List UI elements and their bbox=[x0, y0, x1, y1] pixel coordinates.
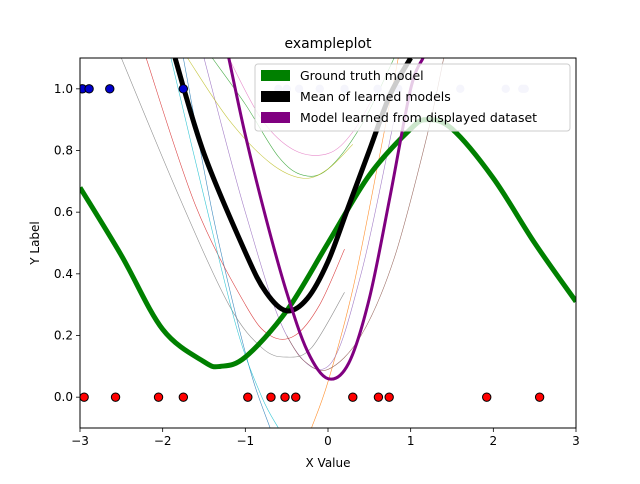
training-point-class-0 bbox=[291, 392, 301, 402]
training-point-class-0 bbox=[373, 392, 384, 402]
displayed-model-line bbox=[227, 58, 425, 381]
y-tick-label: 1.0 bbox=[54, 82, 73, 96]
y-tick-label: 0.6 bbox=[54, 205, 73, 219]
legend-label-displayed: Model learned from displayed dataset bbox=[300, 110, 537, 125]
y-tick-label: 0.0 bbox=[54, 390, 73, 404]
y-tick-label: 0.8 bbox=[54, 144, 73, 158]
learned-model-line-6 bbox=[286, 58, 445, 371]
training-point-class-0 bbox=[178, 392, 189, 402]
y-axis-ticks: 0.0 0.2 0.4 0.6 0.8 1.0 bbox=[54, 82, 80, 404]
x-axis-ticks: −3 −2 −1 0 1 2 3 bbox=[71, 428, 580, 448]
learned-model-line-4 bbox=[145, 58, 345, 340]
training-point-class-0 bbox=[153, 392, 164, 402]
legend-label-ground-truth: Ground truth model bbox=[300, 68, 424, 83]
main-series-layer bbox=[80, 58, 576, 381]
x-tick-label: 3 bbox=[572, 434, 580, 448]
legend-swatch-ground-truth bbox=[261, 70, 290, 81]
x-tick-label: 1 bbox=[407, 434, 415, 448]
legend: Ground truth model Mean of learned model… bbox=[254, 63, 571, 132]
training-point-class-0 bbox=[280, 392, 290, 402]
x-tick-label: 0 bbox=[324, 434, 332, 448]
training-point-class-1 bbox=[178, 84, 189, 94]
training-point-class-1 bbox=[105, 84, 115, 94]
legend-box bbox=[254, 63, 571, 132]
training-point-class-0 bbox=[110, 392, 121, 402]
training-point-class-0 bbox=[348, 392, 358, 402]
learned-model-line-10 bbox=[170, 58, 279, 428]
mean-learned-line bbox=[172, 58, 413, 314]
learned-models-layer bbox=[121, 58, 445, 428]
legend-swatch-displayed bbox=[261, 112, 290, 123]
training-point-class-0 bbox=[80, 392, 89, 402]
x-tick-label: −1 bbox=[236, 434, 254, 448]
learned-model-line-9 bbox=[187, 58, 354, 179]
learned-model-line-8 bbox=[121, 58, 345, 358]
y-tick-label: 0.4 bbox=[54, 267, 73, 281]
chart-title: exampleplot bbox=[284, 36, 372, 52]
training-points-layer bbox=[80, 84, 545, 402]
training-point-class-0 bbox=[482, 392, 492, 402]
x-axis-label: X Value bbox=[306, 456, 351, 470]
x-tick-label: −3 bbox=[71, 434, 89, 448]
legend-swatch-mean bbox=[261, 91, 290, 102]
y-tick-label: 0.2 bbox=[54, 329, 73, 343]
x-tick-label: −2 bbox=[154, 434, 172, 448]
y-axis-label: Y Label bbox=[28, 221, 42, 266]
training-point-class-0 bbox=[384, 392, 394, 402]
training-point-class-0 bbox=[266, 392, 276, 402]
training-point-class-0 bbox=[534, 392, 545, 402]
training-point-class-1 bbox=[84, 84, 94, 94]
ground-truth-line bbox=[80, 117, 576, 370]
x-tick-label: 2 bbox=[490, 434, 498, 448]
training-point-class-0 bbox=[243, 392, 253, 402]
legend-label-mean: Mean of learned models bbox=[300, 89, 451, 104]
